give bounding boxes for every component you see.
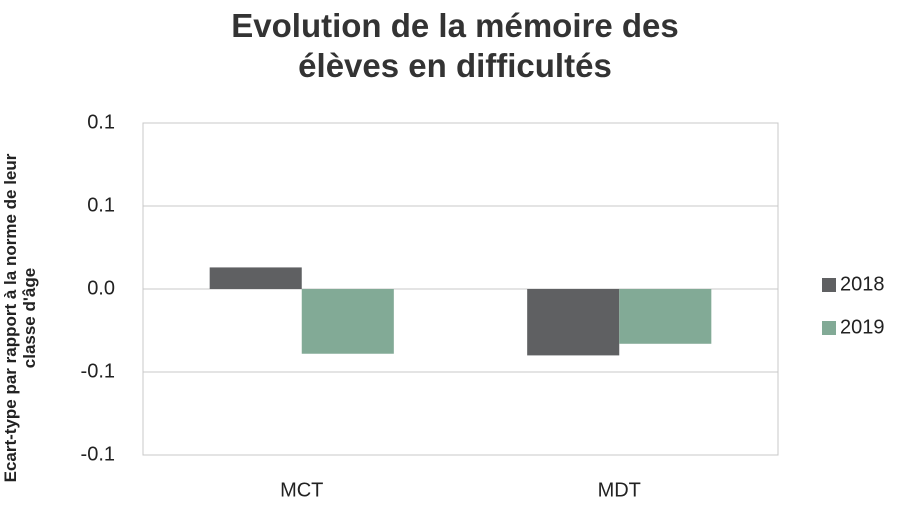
bar	[301, 289, 394, 354]
y-tick-label: 0.1	[87, 194, 115, 216]
legend-swatch	[822, 321, 836, 335]
bar	[619, 289, 712, 344]
x-tick-label: MDT	[598, 479, 641, 501]
x-tick-label: MCT	[280, 479, 323, 501]
bar	[527, 289, 620, 356]
y-tick-label: 0.1	[87, 111, 115, 133]
legend-label: 2019	[840, 316, 885, 338]
chart-title: Evolution de la mémoire des élèves en di…	[231, 7, 679, 84]
legend-swatch	[822, 278, 836, 292]
y-tick-label: 0.0	[87, 277, 115, 299]
legend-label: 2018	[840, 273, 885, 295]
y-tick-label: -0.1	[81, 443, 115, 465]
plot-border	[142, 122, 779, 456]
y-tick-label: -0.1	[81, 360, 115, 382]
bar	[209, 267, 302, 289]
